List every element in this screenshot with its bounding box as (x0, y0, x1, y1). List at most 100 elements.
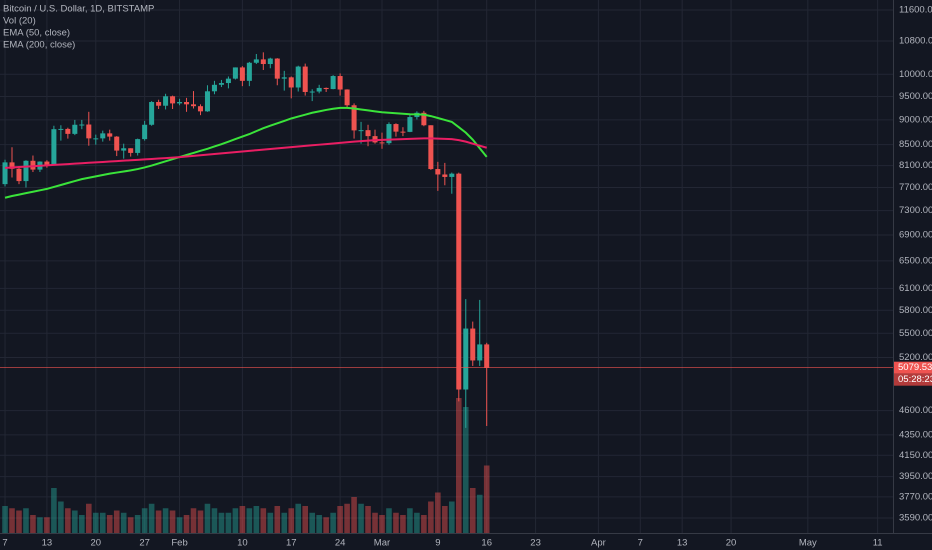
x-tick-label: 7 (2, 538, 7, 549)
volume-bar (483, 465, 490, 533)
candle-body (232, 67, 238, 79)
volume-bar (330, 512, 336, 533)
grid-layer (0, 0, 893, 533)
candle-body (295, 66, 301, 88)
x-tick-label: Feb (171, 538, 187, 549)
y-tick-label: 7300.00 (899, 205, 932, 216)
candle-body (190, 104, 197, 107)
candle-body (442, 174, 448, 177)
volume-bar (127, 517, 134, 533)
candle-body (379, 142, 385, 144)
candle-body (44, 161, 50, 166)
ema-legend: EMA (50, close) (3, 28, 70, 39)
legend: Bitcoin / U.S. Dollar, 1D, BITSTAMP Vol … (3, 4, 154, 51)
candle-body (218, 83, 224, 85)
volume-bar (288, 508, 295, 533)
candle-body (337, 76, 343, 90)
candle-body (428, 125, 434, 170)
x-tick-label: 24 (335, 538, 346, 549)
candle-body (281, 77, 287, 79)
candle-body (9, 162, 15, 169)
volume-bar (92, 512, 99, 533)
x-tick-label: 16 (481, 538, 492, 549)
volume-bar (400, 515, 406, 533)
ema-legend: EMA (200, close) (3, 40, 75, 51)
candle-body (386, 124, 392, 144)
candle-body (288, 77, 294, 88)
volume-bar (211, 508, 218, 533)
volume-bar (414, 512, 420, 533)
candle-body (421, 112, 427, 126)
candle-body (156, 102, 162, 106)
y-tick-label: 4350.00 (899, 429, 932, 440)
volume-bar (365, 506, 371, 533)
volume-bar (449, 501, 455, 533)
volume-bar (274, 506, 281, 533)
ema-line (4, 137, 487, 169)
volume-bar (134, 515, 141, 533)
y-tick-label: 6900.00 (899, 230, 932, 241)
x-tick-label: 9 (435, 538, 440, 549)
volume-bar (58, 501, 64, 533)
candle-body (274, 58, 280, 79)
candle-body (177, 102, 183, 104)
volume-bar (379, 515, 385, 533)
volume-bar (428, 501, 434, 533)
y-tick-label: 3950.00 (899, 471, 932, 482)
volume-bar (232, 508, 239, 533)
candle-body (358, 130, 364, 132)
candle-body (330, 76, 336, 90)
volume-bar (169, 510, 176, 533)
volume-bar (267, 512, 274, 533)
candle-body (23, 160, 29, 182)
volume-bar (316, 515, 322, 533)
y-tick-label: 9500.00 (899, 91, 932, 102)
volume-bar (79, 515, 85, 533)
volume-bar (225, 512, 232, 533)
volume-bar (462, 407, 469, 533)
candle-body (260, 59, 266, 65)
candle-body (407, 117, 413, 132)
volume-bar (155, 510, 162, 533)
candle-body (114, 136, 120, 151)
y-tick-label: 10000.00 (899, 69, 932, 80)
volume-legend: Vol (20) (3, 16, 36, 27)
chart-title: Bitcoin / U.S. Dollar, 1D, BITSTAMP (3, 4, 154, 15)
x-tick-label: 10 (237, 538, 248, 549)
volume-bar (72, 510, 78, 533)
y-tick-label: 9000.00 (899, 114, 932, 125)
volume-bar (65, 508, 71, 533)
y-tick-label: 7700.00 (899, 182, 932, 193)
candle-body (86, 124, 92, 139)
volume-bar (30, 515, 36, 533)
candle-body (393, 124, 399, 132)
candle-body (93, 138, 99, 140)
y-tick-label: 6500.00 (899, 255, 932, 266)
ema-line (4, 106, 488, 199)
candle-body (2, 162, 8, 185)
volume-bar (351, 497, 357, 533)
candle-body (79, 124, 85, 126)
volume-bar (372, 512, 378, 533)
volume-bar (455, 398, 462, 533)
volume-bar (239, 506, 246, 533)
volume-bar (113, 510, 120, 533)
volume-layer (2, 398, 490, 533)
volume-bar (141, 508, 148, 533)
volume-bar (309, 512, 315, 533)
candle-body (30, 160, 36, 170)
volume-bar (197, 510, 204, 533)
volume-bar (253, 506, 260, 533)
candle-body (463, 328, 469, 390)
y-tick-label: 3770.00 (899, 491, 932, 502)
x-tick-label: Apr (591, 538, 606, 549)
volume-bar (51, 488, 57, 533)
ema-layer (4, 106, 488, 199)
volume-bar (323, 517, 329, 533)
volume-bar (344, 503, 350, 533)
volume-bar (476, 494, 483, 533)
x-tick-label: 27 (139, 538, 150, 549)
